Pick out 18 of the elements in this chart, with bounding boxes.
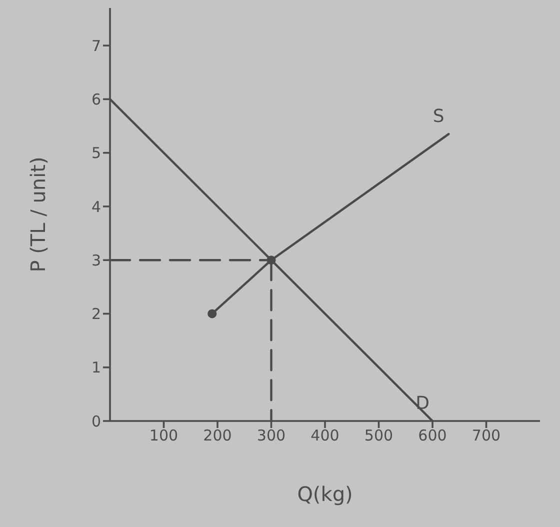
y-tick-label: 3	[91, 251, 101, 270]
y-tick-label: 1	[91, 358, 101, 377]
x-tick-label: 600	[418, 426, 447, 445]
x-tick-label: 300	[256, 426, 286, 445]
y-tick-label: 2	[91, 305, 101, 324]
x-tick-label: 500	[364, 426, 394, 445]
y-tick-label: 7	[91, 36, 101, 55]
x-tick-label: 100	[149, 426, 178, 445]
y-axis-title: P (TL / unit)	[26, 156, 50, 272]
y-tick-label: 6	[91, 90, 101, 109]
series-label: S	[432, 106, 444, 128]
x-axis-title: Q(kg)	[297, 482, 353, 506]
x-tick-label: 400	[310, 426, 340, 445]
x-tick-label: 700	[472, 426, 501, 445]
y-tick-label: 5	[91, 144, 101, 162]
y-tick-label: 0	[91, 412, 101, 430]
y-tick-label: 4	[91, 198, 101, 216]
x-tick-label: 200	[203, 426, 232, 445]
